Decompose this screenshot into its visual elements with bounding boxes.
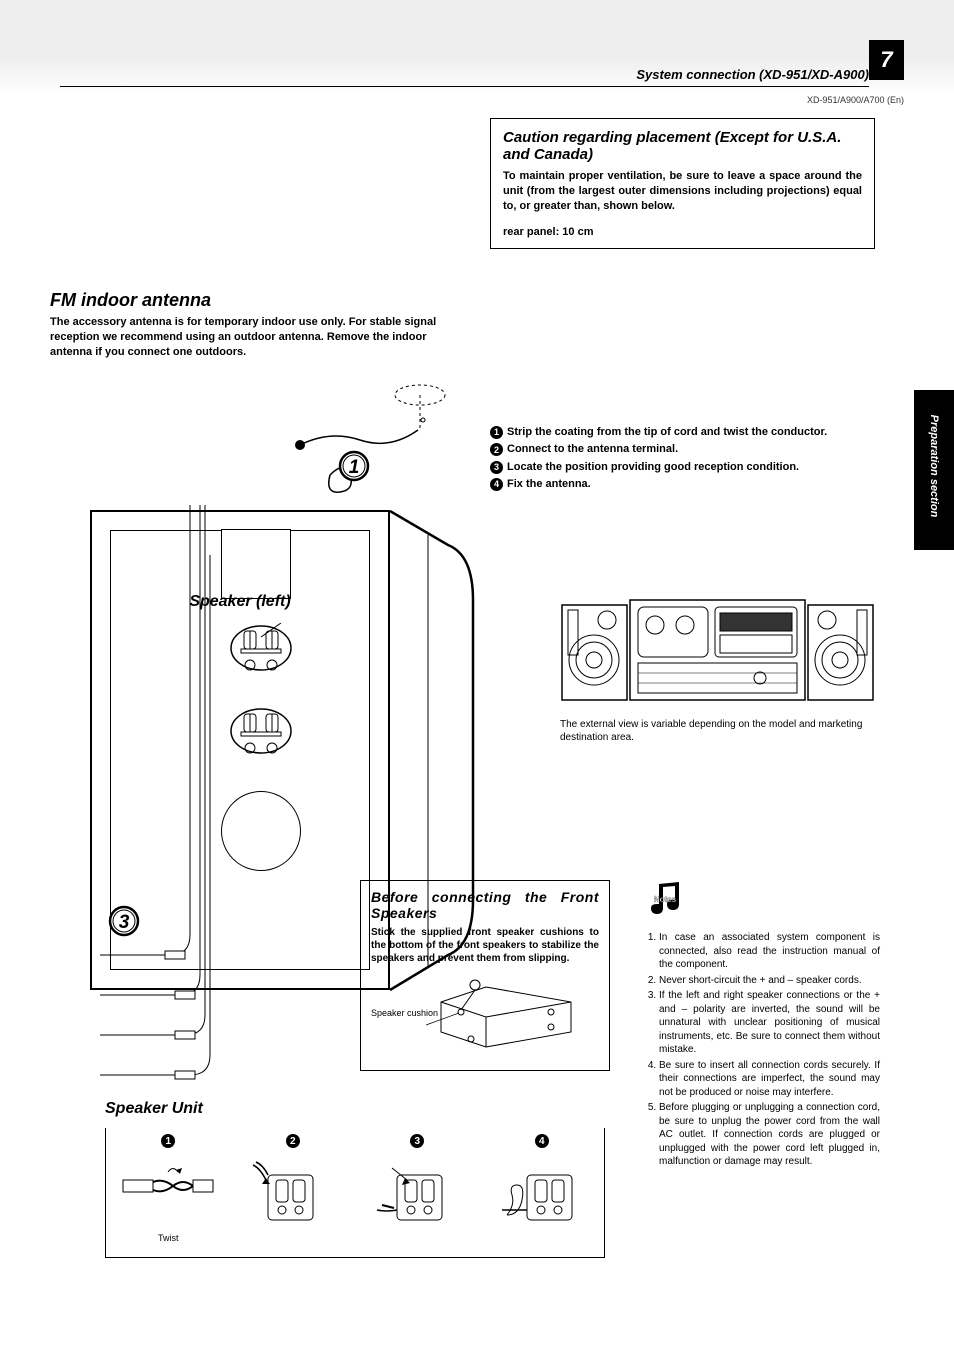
terminal-icon — [226, 706, 296, 768]
side-tab: Preparation section — [914, 390, 954, 550]
press-terminal-icon — [248, 1160, 338, 1230]
caution-box: Caution regarding placement (Except for … — [490, 118, 875, 249]
svg-text:1: 1 — [349, 457, 360, 478]
release-terminal-icon — [497, 1160, 587, 1230]
stereo-system-icon — [560, 585, 875, 705]
notes-list: In case an associated system component i… — [645, 931, 880, 1169]
notes-icon: Notes — [645, 880, 685, 918]
page-number: 7 — [869, 40, 904, 80]
insert-wire-icon — [372, 1160, 462, 1230]
step-number-icon: 1 — [161, 1134, 175, 1148]
cushion-label: Speaker cushion — [371, 1008, 438, 1018]
note-item: Before plugging or unplugging a connecti… — [659, 1101, 880, 1169]
header: System connection (XD-951/XD-A900) — [60, 67, 869, 87]
step-number-icon: 4 — [535, 1134, 549, 1148]
unit-step-1: 1 Twist — [106, 1128, 231, 1257]
caution-title: Caution regarding placement (Except for … — [503, 129, 862, 163]
step-number-icon: 3 — [410, 1134, 424, 1148]
notes-section: Notes In case an associated system compo… — [645, 880, 880, 1171]
speaker-unit-steps: 1 Twist 2 — [105, 1128, 605, 1258]
caution-spec: rear panel: 10 cm — [503, 226, 862, 238]
speaker-inset-panel — [221, 529, 291, 599]
side-tab-label: Preparation section — [928, 401, 940, 531]
before-title: Before connecting the Front Speakers — [371, 889, 599, 921]
note-item: In case an associated system component i… — [659, 931, 880, 972]
unit-step-4: 4 — [480, 1128, 605, 1257]
speaker-unit-title: Speaker Unit — [105, 1100, 203, 1118]
step-number-icon: 2 — [490, 443, 503, 456]
wires-icon — [90, 505, 220, 1095]
step-number-icon: 2 — [286, 1134, 300, 1148]
step-text: Connect to the antenna terminal. — [507, 442, 875, 457]
stereo-illustration: The external view is variable depending … — [560, 585, 875, 744]
step-text: Locate the position providing good recep… — [507, 460, 875, 475]
manual-page: 7 System connection (XD-951/XD-A900) XD-… — [0, 0, 954, 1351]
twist-label: Twist — [158, 1233, 179, 1243]
fm-body: The accessory antenna is for temporary i… — [50, 315, 460, 360]
unit-step-3: 3 — [355, 1128, 480, 1257]
woofer-icon — [221, 791, 301, 871]
fm-antenna-section: FM indoor antenna The accessory antenna … — [50, 290, 460, 360]
stereo-caption: The external view is variable depending … — [560, 718, 875, 744]
svg-text:Notes: Notes — [654, 895, 677, 904]
terminal-icon — [226, 623, 296, 685]
before-body: Stick the supplied front speaker cushion… — [371, 926, 599, 965]
callout-1-icon: 1 — [338, 450, 370, 482]
step-text: Fix the antenna. — [507, 477, 875, 492]
antenna-steps: 1 Strip the coating from the tip of cord … — [490, 425, 875, 495]
header-rule — [60, 86, 869, 87]
twist-wire-icon — [118, 1160, 218, 1220]
header-title: System connection (XD-951/XD-A900) — [60, 67, 869, 82]
note-item: If the left and right speaker connection… — [659, 989, 880, 1057]
note-item: Never short-circuit the + and – speaker … — [659, 974, 880, 988]
step-text: Strip the coating from the tip of cord a… — [507, 425, 875, 440]
document-id: XD-951/A900/A700 (En) — [807, 95, 904, 105]
step-number-icon: 3 — [490, 461, 503, 474]
fm-title: FM indoor antenna — [50, 290, 460, 311]
unit-step-2: 2 — [231, 1128, 356, 1257]
caution-body: To maintain proper ventilation, be sure … — [503, 169, 862, 214]
note-item: Be sure to insert all connection cords s… — [659, 1059, 880, 1100]
antenna-icon — [290, 380, 465, 510]
step-number-icon: 1 — [490, 426, 503, 439]
before-connecting-box: Before connecting the Front Speakers Sti… — [360, 880, 610, 1071]
step-number-icon: 4 — [490, 478, 503, 491]
